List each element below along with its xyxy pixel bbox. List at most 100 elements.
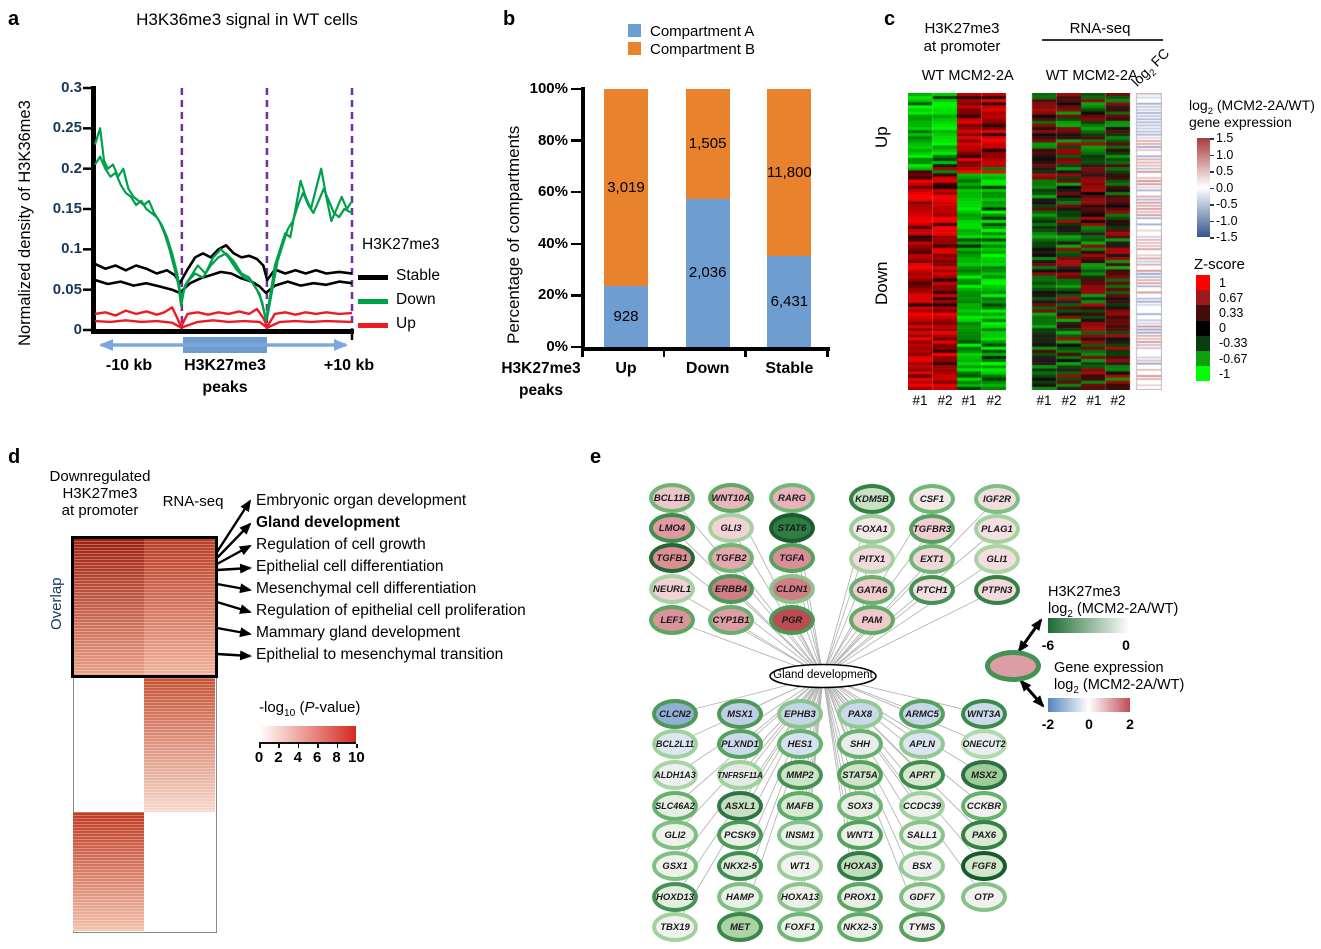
legend-label-compartment-b: Compartment B <box>650 41 756 58</box>
legend-expr-tick: 2 <box>1126 716 1134 732</box>
gene-node-ONECUT2: ONECUT2 <box>961 729 1007 759</box>
panel-a-x-center-label: H3K27me3 <box>184 357 266 374</box>
pvalue-tick <box>278 744 280 748</box>
panel-d-letter: d <box>8 446 21 468</box>
panel-c-replicate-label: #1 <box>961 393 977 408</box>
gene-node-PAX6: PAX6 <box>961 820 1007 850</box>
colorbar-zscore-block <box>1196 320 1210 336</box>
gene-node-MSX1: MSX1 <box>717 699 763 729</box>
panel-a-x-right-label: +10 kb <box>323 357 375 374</box>
panel-c-column-header: WT <box>921 68 945 84</box>
pvalue-tick <box>259 744 261 748</box>
panel-a-ytick: 0.25 <box>52 119 82 137</box>
legend-label-stable: Stable <box>396 267 440 284</box>
gene-node-APRT: APRT <box>899 760 945 790</box>
heatmap-d-rnaonly-right <box>144 675 215 812</box>
gene-node-KDM5B: KDM5B <box>849 484 895 514</box>
colorbar1-tick <box>1210 204 1214 206</box>
panel-a-ytick: 0.15 <box>52 200 82 217</box>
gene-node-BSX: BSX <box>899 851 945 881</box>
legend-expr-tick: -2 <box>1041 716 1055 732</box>
colorbar-log2-expression <box>1197 138 1210 237</box>
bar-compartment-a-up <box>604 286 648 347</box>
gene-node-FGF8: FGF8 <box>961 851 1007 881</box>
gene-node-TGFA: TGFA <box>769 543 815 573</box>
gene-node-PGR: PGR <box>769 605 815 635</box>
gene-node-PLAG1: PLAG1 <box>974 514 1020 544</box>
gene-node-BCL11B: BCL11B <box>649 483 695 513</box>
bar-value-a: 2,036 <box>688 264 727 281</box>
gene-node-TGFB1: TGFB1 <box>649 543 695 573</box>
panel-b-xtick <box>662 351 666 357</box>
gene-node-TNFRSF11A: TNFRSF11A <box>717 760 763 790</box>
gene-node-CSF1: CSF1 <box>909 484 955 514</box>
panel-d-header-right: RNA-seq <box>162 493 224 510</box>
colorbar1-tick-label: 0.0 <box>1216 180 1234 195</box>
go-term-7: Mammary gland development <box>256 624 461 641</box>
panel-b-ytick-label: 100% <box>529 80 568 97</box>
panel-c-group-down-label: Down <box>872 261 891 305</box>
panel-d-overlap-label: Overlap <box>48 577 65 630</box>
gene-node-ARMC5: ARMC5 <box>899 699 945 729</box>
legend-expr-title2: log2 (MCM2-2A/WT) <box>1054 677 1185 696</box>
panel-a-ytick: 0.05 <box>52 280 82 298</box>
colorbar2-tick-label: 0.67 <box>1219 290 1244 305</box>
legend-swatch-up <box>358 322 388 328</box>
pvalue-tick <box>297 744 300 748</box>
panel-c-replicate-label: #2 <box>1110 393 1126 408</box>
gene-node-RARG: RARG <box>769 483 815 513</box>
panel-b-xtick <box>826 351 829 357</box>
panel-c-hm1-title: H3K27me3 <box>924 20 1000 37</box>
pvalue-tick <box>317 744 319 748</box>
panel-c-group-up-label: Up <box>872 126 891 148</box>
gene-node-WT1: WT1 <box>777 851 823 881</box>
panel-a-ytick: 0.1 <box>61 240 82 258</box>
gene-node-TGFBR3: TGFBR3 <box>909 514 955 544</box>
colorbar2-title: Z-score <box>1194 256 1245 273</box>
pvalue-tick-label: 0 <box>254 749 264 766</box>
gene-node-EXT1: EXT1 <box>909 544 955 574</box>
colorbar2-tick-label: -0.33 <box>1219 336 1248 351</box>
gene-node-MAFB: MAFB <box>777 791 823 821</box>
gene-node-HOXA3: HOXA3 <box>837 851 883 881</box>
gene-node-CCKBR: CCKBR <box>961 791 1007 821</box>
overlap-box <box>70 535 218 678</box>
panel-b-letter: b <box>503 8 516 30</box>
panel-b-ytick <box>571 87 581 91</box>
gene-node-SOX3: SOX3 <box>837 791 883 821</box>
panel-c-replicate-label: #1 <box>912 393 928 408</box>
legend-expr-colorbar <box>1048 698 1130 712</box>
gene-node-ERBB4: ERBB4 <box>708 574 754 604</box>
gene-node-ALDH1A3: ALDH1A3 <box>652 760 698 790</box>
panel-a-legend-title: H3K27me3 <box>362 236 440 253</box>
panel-b-ytick-label: 40% <box>537 234 568 252</box>
gene-node-GLI3: GLI3 <box>708 513 754 543</box>
panel-b-ytick-label: 20% <box>537 286 568 304</box>
bar-value-b: 1,505 <box>688 135 727 152</box>
panel-c-hm1-title2: at promoter <box>923 38 1001 55</box>
gene-node-GLI1: GLI1 <box>974 544 1020 574</box>
legend-swatch-stable <box>358 274 388 280</box>
gene-node-PLXND1: PLXND1 <box>717 729 763 759</box>
panel-d-header-left-2: H3K27me3 <box>62 485 138 502</box>
gene-node-HOXA13: HOXA13 <box>777 882 823 912</box>
legend-swatch-compartment-b <box>628 42 641 55</box>
colorbar2-tick-label: -0.67 <box>1219 351 1248 366</box>
gene-node-GATA6: GATA6 <box>849 575 895 605</box>
pvalue-colorbar-title: -log10 (P-value) <box>259 699 361 719</box>
panel-b-y-axis <box>581 87 585 351</box>
pvalue-tick-label: 10 <box>348 749 365 766</box>
colorbar-zscore-block <box>1196 351 1210 367</box>
gene-node-PCSK9: PCSK9 <box>717 820 763 850</box>
legend-label-down: Down <box>396 291 436 308</box>
panel-c-replicate-label: #2 <box>986 393 1002 408</box>
gene-node-NKX2-3: NKX2-3 <box>837 912 883 942</box>
gene-node-STAT6: STAT6 <box>769 513 815 543</box>
panel-b-ytick <box>571 294 581 297</box>
bar-compartment-b-stable <box>767 89 812 256</box>
panel-b-ytick <box>571 190 581 194</box>
colorbar1-tick <box>1210 237 1214 239</box>
legend-label-up: Up <box>396 315 416 332</box>
go-term-2: Gland development <box>256 514 400 531</box>
